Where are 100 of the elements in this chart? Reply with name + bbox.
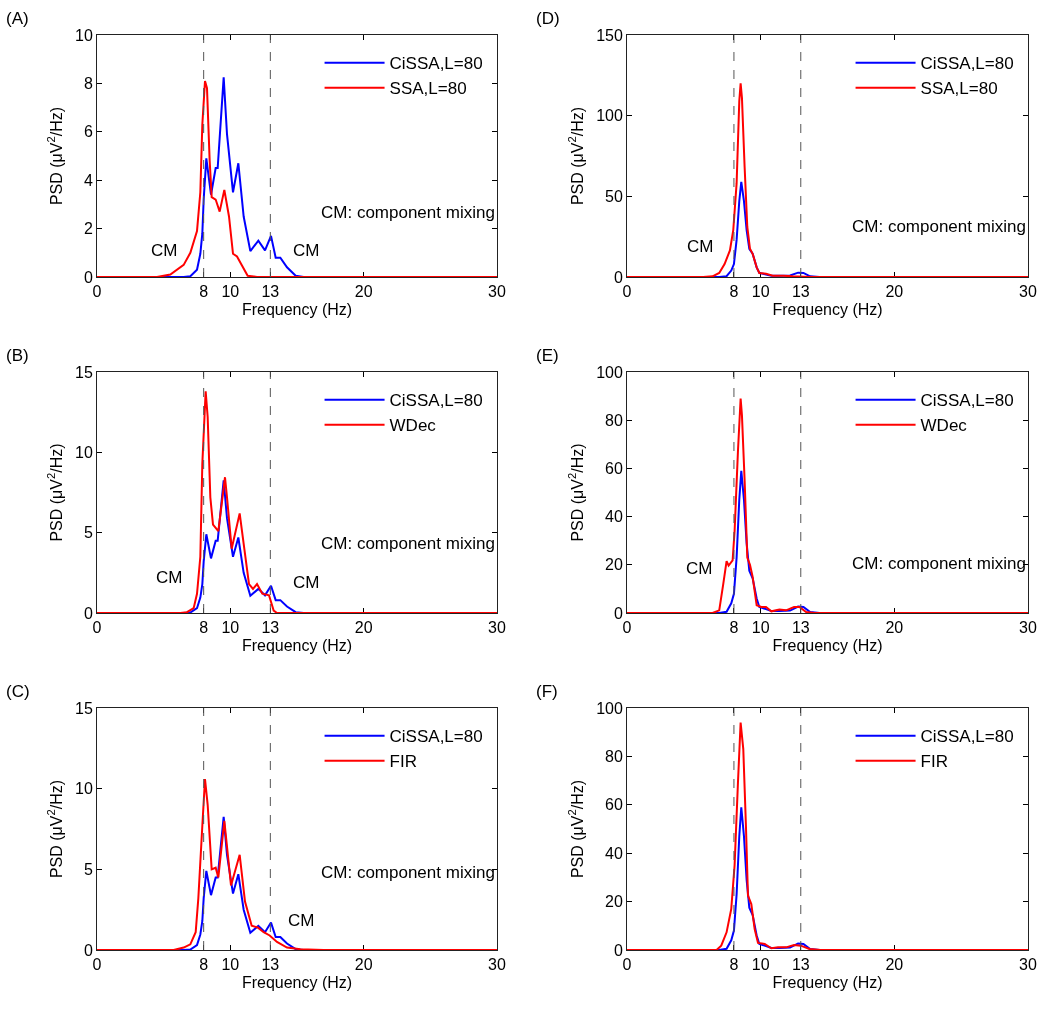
y-tick-label: 0 — [613, 268, 623, 286]
x-tick-label: 10 — [221, 283, 240, 301]
y-tick-label: 8 — [83, 75, 93, 92]
y-tick-label: 10 — [75, 780, 93, 798]
legend-label: CiSSA,L=80 — [389, 727, 483, 747]
x-tick-label: 13 — [791, 283, 810, 301]
x-tick-label: 20 — [354, 956, 373, 974]
y-tick-label: 0 — [83, 268, 93, 286]
annotation: CM — [156, 568, 183, 587]
x-tick-label: 30 — [488, 619, 506, 637]
y-tick-label: 10 — [75, 26, 93, 44]
legend-label: WDec — [920, 416, 968, 436]
y-tick-label: 15 — [75, 699, 93, 717]
x-tick-label: 13 — [261, 619, 280, 637]
annotation: CM — [293, 241, 320, 260]
y-tick-label: 50 — [605, 187, 623, 205]
x-axis-title: Frequency (Hz) — [241, 300, 353, 318]
y-tick-label: 80 — [605, 748, 623, 765]
x-tick-label: 10 — [751, 956, 770, 974]
annotation: CM: component mixing — [852, 554, 1026, 573]
y-tick-label: 10 — [75, 443, 93, 461]
x-tick-label: 8 — [729, 619, 739, 637]
x-tick-label: 10 — [221, 619, 240, 637]
y-tick-label: 2 — [83, 220, 93, 238]
x-tick-label: 30 — [1019, 956, 1037, 974]
legend-label: WDec — [389, 416, 437, 436]
y-tick-label: 60 — [605, 460, 623, 477]
line-series — [627, 721, 1028, 950]
chart-title: (E) — [536, 346, 559, 365]
x-tick-label: 8 — [199, 619, 209, 637]
x-tick-label: 10 — [221, 956, 240, 974]
x-tick-label: 8 — [199, 956, 209, 974]
x-tick-label: 20 — [885, 956, 904, 974]
x-tick-label: 13 — [261, 956, 280, 974]
x-tick-label: 20 — [354, 619, 373, 637]
annotation: CM — [686, 559, 713, 578]
legend-label: FIR — [920, 752, 948, 772]
y-tick-label: 5 — [83, 860, 93, 878]
x-axis-title: Frequency (Hz) — [241, 636, 353, 654]
line-series — [627, 82, 1028, 277]
annotation: CM — [293, 573, 320, 592]
legend-label: SSA,L=80 — [920, 79, 998, 99]
x-tick-label: 30 — [488, 283, 506, 301]
chart-title: (D) — [536, 9, 560, 28]
x-tick-label: 8 — [199, 283, 209, 301]
y-tick-label: 80 — [605, 411, 623, 429]
y-tick-label: 15 — [75, 363, 93, 381]
y-tick-label: 40 — [605, 844, 623, 862]
x-tick-label: 8 — [729, 283, 739, 301]
annotation: CM: component mixing — [852, 217, 1026, 236]
legend-label: CiSSA,L=80 — [389, 54, 483, 74]
x-axis-title: Frequency (Hz) — [772, 300, 883, 318]
annotation: CM — [288, 911, 315, 930]
line-series — [97, 390, 497, 613]
annotation: CM: component mixing — [321, 203, 495, 222]
chart-title: (B) — [6, 346, 29, 365]
x-axis-title: Frequency (Hz) — [772, 636, 883, 654]
x-tick-label: 20 — [885, 283, 904, 301]
y-tick-label: 0 — [83, 604, 93, 622]
y-tick-label: 0 — [83, 941, 93, 959]
y-tick-label: 150 — [596, 26, 623, 44]
x-tick-label: 30 — [1019, 283, 1037, 301]
x-tick-label: 8 — [729, 956, 739, 974]
x-tick-label: 10 — [751, 619, 770, 637]
annotation: CM: component mixing — [321, 534, 495, 553]
y-tick-label: 100 — [596, 699, 623, 717]
legend-label: CiSSA,L=80 — [920, 727, 1014, 747]
y-tick-label: 0 — [613, 604, 623, 622]
line-series — [97, 777, 497, 950]
y-tick-label: 5 — [83, 524, 93, 542]
chart-title: (A) — [6, 9, 29, 28]
x-tick-label: 13 — [261, 283, 280, 301]
x-axis-title: Frequency (Hz) — [241, 973, 353, 991]
legend-label: CiSSA,L=80 — [389, 391, 483, 411]
y-tick-label: 100 — [596, 107, 623, 125]
chart-title: (F) — [536, 682, 558, 701]
legend-label: SSA,L=80 — [389, 79, 467, 99]
x-tick-label: 13 — [791, 956, 810, 974]
y-tick-label: 60 — [605, 796, 623, 814]
y-tick-label: 20 — [605, 893, 623, 911]
x-tick-label: 20 — [885, 619, 904, 637]
y-tick-label: 40 — [605, 508, 623, 526]
y-tick-label: 6 — [83, 123, 93, 141]
legend-label: CiSSA,L=80 — [920, 54, 1014, 74]
x-tick-label: 30 — [488, 956, 506, 974]
legend-label: CiSSA,L=80 — [920, 391, 1014, 411]
y-tick-label: 4 — [83, 171, 93, 189]
chart-title: (C) — [6, 682, 30, 701]
y-tick-label: 0 — [613, 941, 623, 959]
y-tick-label: 100 — [596, 363, 623, 381]
annotation: CM — [151, 241, 178, 260]
x-axis-title: Frequency (Hz) — [772, 973, 883, 991]
y-tick-label: 20 — [605, 556, 623, 574]
annotation: CM — [687, 237, 714, 256]
x-tick-label: 13 — [791, 619, 810, 637]
x-tick-label: 10 — [751, 283, 770, 301]
annotation: CM: component mixing — [321, 863, 495, 882]
x-tick-label: 30 — [1019, 619, 1037, 637]
x-tick-label: 20 — [354, 283, 373, 301]
legend-label: FIR — [389, 752, 417, 772]
